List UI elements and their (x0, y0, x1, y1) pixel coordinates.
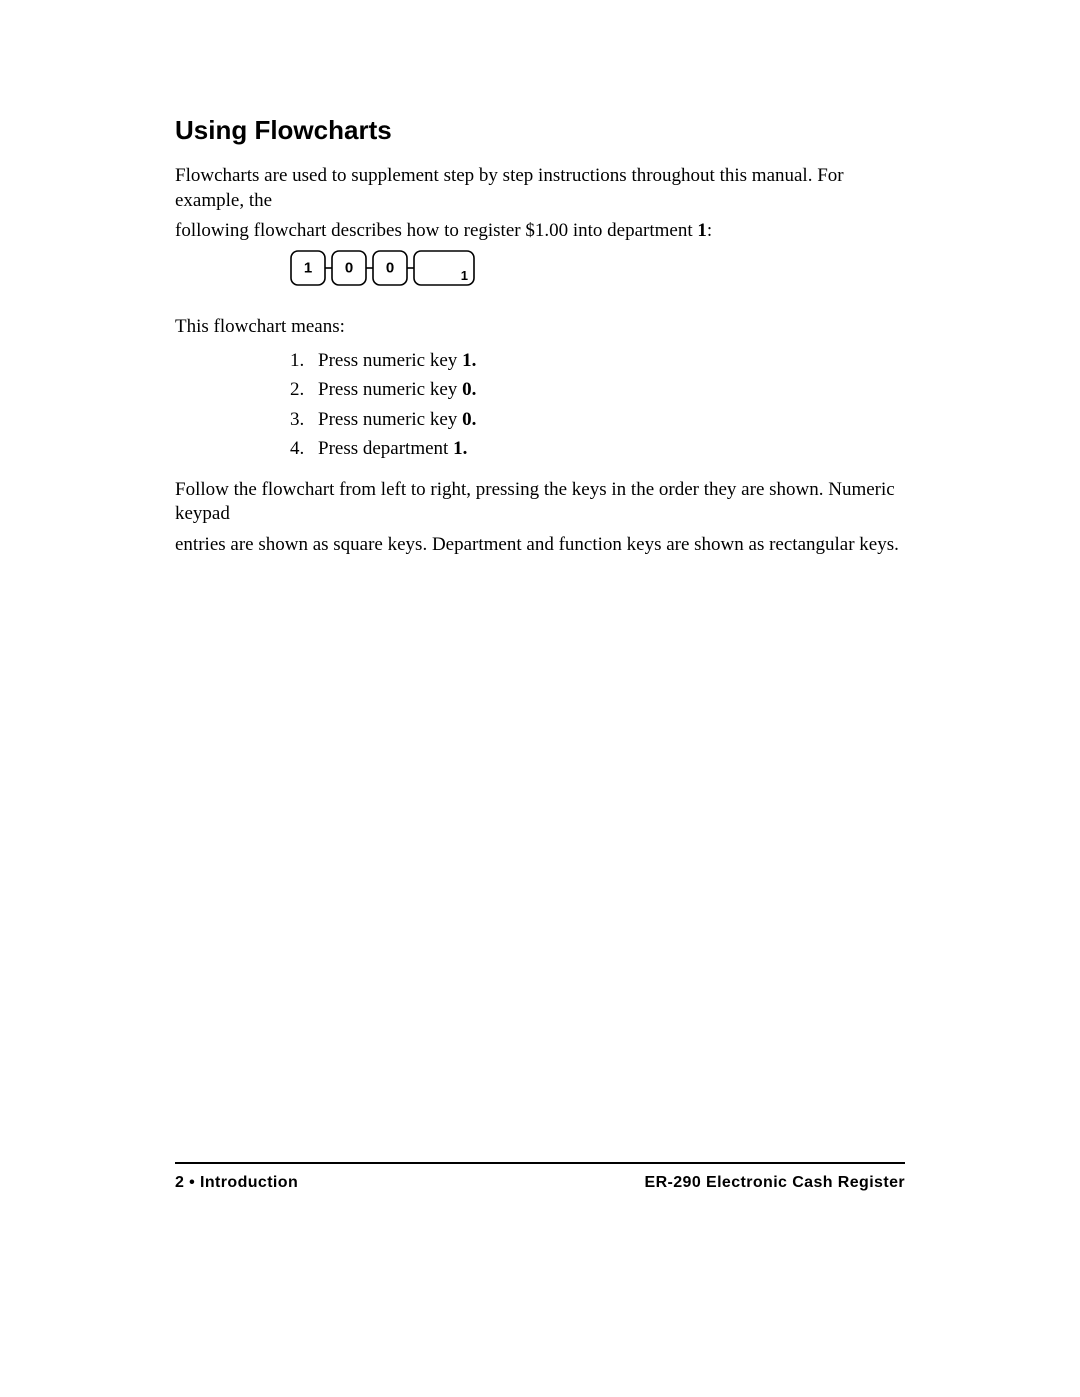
step-number: 4. (290, 434, 318, 463)
footer-section: Introduction (195, 1174, 298, 1191)
step-number: 2. (290, 375, 318, 404)
intro-dept-number: 1 (697, 220, 707, 241)
footer-rule (175, 1162, 905, 1164)
intro-text-line1: Flowcharts are used to supplement step b… (175, 164, 905, 213)
intro-text-line2: following flowchart describes how to reg… (175, 219, 905, 244)
flowchart-diagram: 1 0 0 1 (290, 250, 905, 293)
step-key-label: 0. (462, 379, 476, 400)
closing-text-line1: Follow the flowchart from left to right,… (175, 478, 905, 527)
footer-page-number: 2 (175, 1174, 189, 1191)
step-item: 4.Press department 1. (290, 434, 905, 463)
steps-list: 1.Press numeric key 1.2.Press numeric ke… (290, 346, 905, 464)
step-item: 2.Press numeric key 0. (290, 375, 905, 404)
footer-right: ER-290 Electronic Cash Register (645, 1174, 906, 1192)
step-key-label: 1. (462, 350, 476, 371)
step-text: Press numeric key (318, 350, 462, 371)
page-footer: 2 • Introduction ER-290 Electronic Cash … (175, 1162, 905, 1192)
key-label: 0 (345, 260, 353, 277)
means-text: This flowchart means: (175, 315, 905, 340)
step-key-label: 0. (462, 409, 476, 430)
step-text: Press department (318, 438, 453, 459)
section-heading: Using Flowcharts (175, 115, 905, 146)
footer-left: 2 • Introduction (175, 1174, 298, 1192)
step-number: 3. (290, 405, 318, 434)
intro-text-2a: following flowchart describes how to reg… (175, 220, 697, 241)
key-label: 1 (304, 260, 312, 277)
step-item: 3.Press numeric key 0. (290, 405, 905, 434)
key-label: 0 (386, 260, 394, 277)
step-key-label: 1. (453, 438, 467, 459)
step-number: 1. (290, 346, 318, 375)
step-item: 1.Press numeric key 1. (290, 346, 905, 375)
intro-text-2c: : (707, 220, 712, 241)
step-text: Press numeric key (318, 379, 462, 400)
key-label: 1 (461, 268, 468, 283)
step-text: Press numeric key (318, 409, 462, 430)
closing-text-line2: entries are shown as square keys. Depart… (175, 533, 905, 558)
